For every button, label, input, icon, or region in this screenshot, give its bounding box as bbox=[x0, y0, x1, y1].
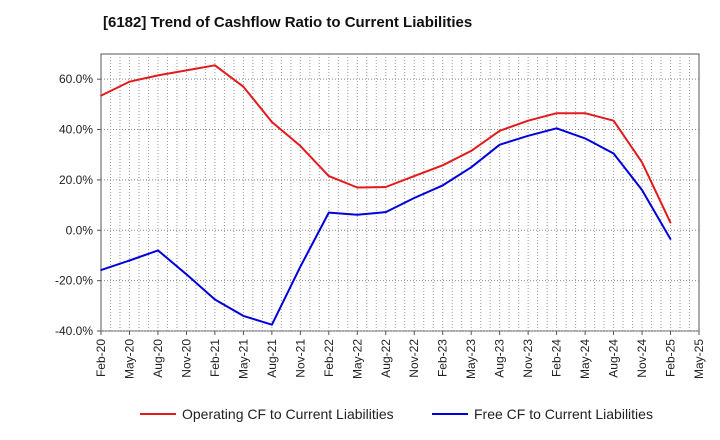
x-tick-label: Nov-22 bbox=[407, 339, 421, 378]
data-point bbox=[242, 315, 245, 317]
data-point bbox=[185, 273, 188, 276]
data-point bbox=[128, 259, 131, 262]
x-tick-label: May-22 bbox=[350, 339, 364, 379]
legend-label: Free CF to Current Liabilities bbox=[474, 406, 653, 422]
x-tick-label: Feb-24 bbox=[550, 339, 564, 377]
x-tick-label: May-25 bbox=[692, 339, 706, 379]
data-point bbox=[441, 164, 444, 167]
x-tick-label: Nov-24 bbox=[635, 339, 649, 378]
data-point bbox=[356, 213, 359, 216]
data-point bbox=[185, 69, 188, 72]
data-point bbox=[299, 145, 302, 147]
data-point bbox=[384, 211, 387, 213]
y-tick-label: 40.0% bbox=[59, 123, 93, 137]
data-point bbox=[100, 269, 102, 271]
data-point bbox=[328, 175, 330, 177]
x-tick-label: Aug-20 bbox=[151, 339, 165, 378]
data-point bbox=[100, 94, 102, 97]
data-point bbox=[669, 221, 672, 224]
data-point bbox=[384, 186, 387, 188]
x-tick-label: Aug-24 bbox=[607, 339, 621, 378]
data-point bbox=[612, 119, 615, 122]
grid-lines bbox=[101, 54, 699, 332]
legend-label: Operating CF to Current Liabilities bbox=[182, 406, 394, 422]
plot-area bbox=[100, 53, 700, 332]
x-tick-label: Feb-22 bbox=[322, 339, 336, 377]
x-tick-label: May-21 bbox=[236, 339, 250, 379]
data-point bbox=[612, 152, 615, 155]
y-tick-label: -40.0% bbox=[55, 324, 93, 338]
data-point bbox=[157, 249, 159, 252]
data-point bbox=[470, 166, 472, 169]
data-point bbox=[214, 298, 216, 301]
data-point bbox=[584, 137, 586, 140]
data-point bbox=[584, 112, 586, 114]
data-point bbox=[527, 135, 529, 137]
y-axis-ticks: 60.0% 40.0% 20.0% 0.0% -20.0% -40.0% bbox=[55, 72, 101, 338]
legend: Operating CF to Current Liabilities Free … bbox=[140, 406, 653, 422]
x-axis-ticks: Feb-20 May-20 Aug-20 Nov-20 Feb-21 May-21 Aug-… bbox=[94, 331, 706, 379]
x-tick-label: Feb-23 bbox=[436, 339, 450, 377]
data-point bbox=[356, 186, 359, 189]
y-tick-label: -20.0% bbox=[55, 274, 93, 288]
data-point bbox=[441, 184, 444, 187]
data-point bbox=[555, 127, 558, 130]
x-tick-label: Aug-22 bbox=[379, 339, 393, 378]
data-point bbox=[413, 197, 416, 199]
x-tick-label: Feb-21 bbox=[208, 339, 222, 377]
data-point bbox=[498, 130, 501, 132]
x-tick-label: May-23 bbox=[464, 339, 478, 379]
x-tick-label: Feb-25 bbox=[664, 339, 678, 377]
data-point bbox=[157, 74, 159, 77]
data-point bbox=[271, 121, 273, 123]
x-tick-label: May-20 bbox=[122, 339, 136, 379]
x-tick-label: Nov-20 bbox=[179, 339, 193, 378]
x-tick-label: Nov-23 bbox=[521, 339, 535, 378]
data-point bbox=[214, 64, 216, 67]
data-point bbox=[498, 143, 501, 146]
y-tick-label: 60.0% bbox=[59, 72, 93, 86]
data-point bbox=[328, 211, 330, 214]
x-tick-label: Feb-20 bbox=[94, 339, 108, 377]
data-point bbox=[669, 238, 672, 240]
data-point bbox=[242, 85, 245, 88]
series-lines bbox=[100, 64, 672, 326]
x-tick-label: Aug-21 bbox=[265, 339, 279, 378]
data-point bbox=[299, 265, 302, 268]
data-point bbox=[641, 161, 643, 164]
chart-title: [6182] Trend of Cashflow Ratio to Curren… bbox=[103, 14, 473, 31]
y-tick-label: 0.0% bbox=[66, 223, 94, 237]
data-point bbox=[527, 119, 529, 122]
x-tick-label: May-24 bbox=[578, 339, 592, 379]
data-point bbox=[470, 150, 472, 152]
y-tick-label: 20.0% bbox=[59, 173, 93, 187]
data-point bbox=[413, 175, 416, 177]
data-point bbox=[271, 323, 273, 326]
data-point bbox=[128, 80, 131, 83]
data-point bbox=[641, 189, 643, 191]
x-tick-label: Aug-23 bbox=[493, 339, 507, 378]
data-point bbox=[555, 112, 558, 114]
x-tick-label: Nov-21 bbox=[293, 339, 307, 378]
